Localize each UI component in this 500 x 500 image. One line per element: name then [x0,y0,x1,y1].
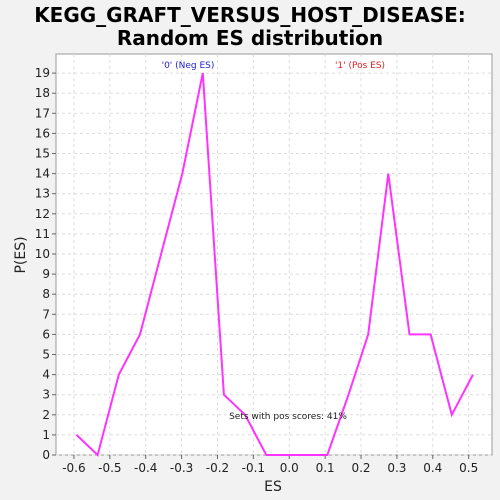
x-tick-label: 0.1 [316,461,335,475]
pos-es-label: '1' (Pos ES) [335,61,385,71]
x-axis-title: ES [264,479,282,495]
x-tick-label: -0.6 [62,461,85,475]
series-group [75,72,474,457]
x-tick-label: 0.4 [423,461,442,475]
y-tick-label: 8 [42,287,50,301]
x-tick-label: -0.5 [98,461,121,475]
x-tick-label: -0.3 [170,461,193,475]
y-tick-label: 19 [35,66,50,80]
y-tick-label: 7 [42,307,50,321]
y-tick-label: 14 [35,167,50,181]
y-tick-label: 3 [42,388,50,402]
x-tick-label: -0.2 [206,461,229,475]
x-tick-label: 0.2 [351,461,370,475]
y-tick-label: 6 [42,327,50,341]
y-tick-label: 16 [35,126,50,140]
y-tick-label: 11 [35,227,50,241]
chart-title-line-1: KEGG_GRAFT_VERSUS_HOST_DISEASE: [34,3,466,27]
series-line [75,72,474,457]
x-tick-label: 0.3 [387,461,406,475]
x-tick-label: 0.5 [459,461,478,475]
x-tick-label: 0.0 [280,461,299,475]
y-tick-label: 13 [35,187,50,201]
plot-background [55,53,493,456]
y-tick-label: 9 [42,267,50,281]
y-tick-label: 17 [35,106,50,120]
chart-title-line-2: Random ES distribution [116,26,384,50]
pos-scores-annotation: Sets with pos scores: 41% [229,412,347,422]
y-tick-label: 18 [35,86,50,100]
y-tick-label: 10 [35,247,50,261]
x-tick-label: -0.1 [242,461,265,475]
y-tick-label: 12 [35,207,50,221]
y-tick-label: 2 [42,408,50,422]
neg-es-label: '0' (Neg ES) [162,61,215,71]
y-tick-label: 0 [42,448,50,462]
x-axis-ticks: -0.6 -0.5 -0.4 -0.3 -0.2 -0.1 0.0 0.1 0.2 0.3 0.4 0… [62,455,478,475]
y-tick-label: 1 [42,428,50,442]
y-tick-label: 5 [42,347,50,361]
y-tick-label: 15 [35,146,50,160]
y-tick-label: 4 [42,368,50,382]
x-tick-label: -0.4 [134,461,157,475]
y-axis-title: P(ES) [13,236,29,273]
